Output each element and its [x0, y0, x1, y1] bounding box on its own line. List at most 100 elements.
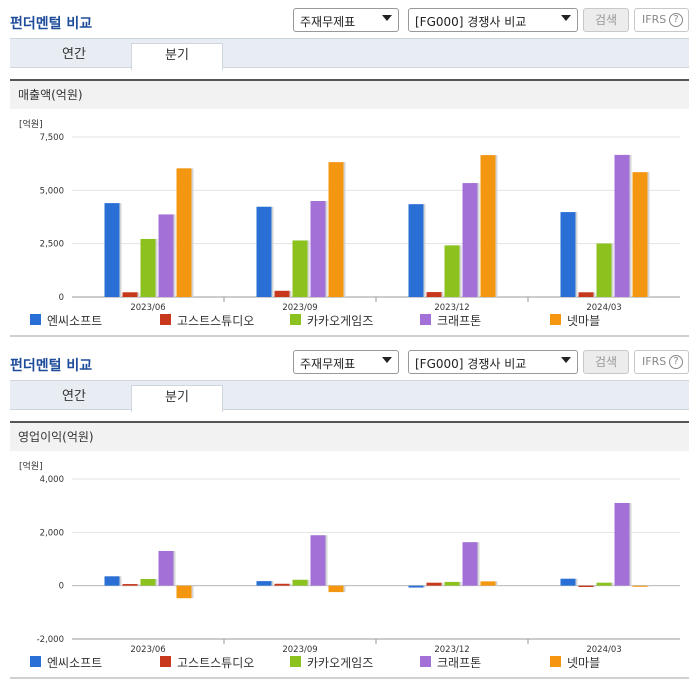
- x-tick-label: 2023/06: [130, 303, 165, 313]
- help-icon: ?: [669, 13, 683, 27]
- ifrs-button[interactable]: IFRS ?: [634, 8, 689, 32]
- legend-swatch: [160, 656, 171, 667]
- tab-annual[interactable]: 연간: [62, 389, 86, 404]
- y-tick-label: 5,000: [40, 186, 64, 196]
- bar-4-0: [176, 585, 192, 599]
- bar-3-0: [158, 551, 174, 586]
- chart-header: 영업이익(억원): [10, 421, 689, 451]
- bar-4-2: [480, 155, 496, 297]
- legend-label: 넷마블: [567, 314, 601, 328]
- bar-1-2: [426, 292, 442, 297]
- tab-annual[interactable]: 연간: [62, 47, 86, 62]
- bar-0-2: [408, 204, 424, 297]
- bar-0-0: [104, 576, 120, 586]
- chevron-down-icon: [382, 15, 392, 21]
- bar-4-3: [632, 172, 648, 297]
- bar-0-3: [560, 212, 576, 297]
- legend-swatch: [30, 656, 41, 667]
- bar-1-3: [578, 585, 594, 587]
- help-icon: ?: [669, 355, 683, 369]
- legend-swatch: [420, 314, 431, 325]
- legend-swatch: [550, 314, 561, 325]
- bar-4-3: [632, 585, 648, 587]
- search-button[interactable]: 검색: [583, 350, 629, 374]
- bar-2-1: [292, 240, 308, 297]
- period-tabs: 연간 분기: [10, 38, 689, 70]
- page-title: 펀더멘털 비교: [10, 358, 93, 374]
- y-tick-label: 7,500: [40, 133, 64, 143]
- legend-label: 크래프톤: [437, 656, 482, 670]
- tab-quarterly[interactable]: 분기: [131, 43, 223, 70]
- ifrs-label: IFRS: [642, 13, 667, 26]
- chevron-down-icon: [561, 15, 571, 21]
- y-tick-label: 2,000: [40, 528, 64, 538]
- y-tick-label: 4,000: [40, 475, 64, 485]
- bar-4-0: [176, 168, 192, 297]
- tab-quarterly[interactable]: 분기: [131, 385, 223, 412]
- period-tabs: 연간 분기: [10, 380, 689, 412]
- legend-label: 고스트스튜디오: [177, 656, 255, 670]
- legend-label: 카카오게임즈: [307, 656, 374, 670]
- bar-4-1: [328, 585, 344, 593]
- revenue-chart: 0 2,500 5,000 7,500 2023/06 2023/09 2023/12 202…: [40, 133, 680, 313]
- x-tick-label: 2024/03: [586, 645, 621, 655]
- legend-label: 엔씨소프트: [47, 656, 103, 670]
- legend-label: 넷마블: [567, 656, 601, 670]
- divider: [10, 335, 689, 337]
- compare-select[interactable]: [FG000] 경쟁사 비교: [408, 350, 578, 374]
- y-tick-label: 0: [59, 293, 64, 303]
- ifrs-button[interactable]: IFRS ?: [634, 350, 689, 374]
- unit-label: [억원]: [19, 120, 43, 130]
- ifrs-label: IFRS: [642, 355, 667, 368]
- bar-1-2: [426, 582, 442, 586]
- page-title: 펀더멘털 비교: [10, 16, 93, 32]
- bar-3-2: [462, 542, 478, 586]
- unit-label: [억원]: [19, 462, 43, 472]
- statement-select[interactable]: 주재무제표: [293, 350, 399, 374]
- bar-0-0: [104, 203, 120, 297]
- bar-1-1: [274, 290, 290, 297]
- panel-operating-profit: 펀더멘털 비교 주재무제표 [FG000] 경쟁사 비교 검색 IFRS ? 연…: [0, 342, 696, 684]
- statement-select[interactable]: 주재무제표: [293, 8, 399, 32]
- chevron-down-icon: [561, 357, 571, 363]
- y-tick-label: -2,000: [37, 635, 64, 645]
- x-tick-label: 2023/09: [282, 303, 317, 313]
- bar-2-2: [444, 581, 460, 586]
- legend-swatch: [30, 314, 41, 325]
- y-tick-label: 2,500: [40, 240, 64, 250]
- statement-select-value: 주재무제표: [300, 357, 356, 371]
- bar-0-2: [408, 585, 424, 588]
- operating-profit-chart: -2,000 0 2,000 4,000 2023/06 2023/09 2023/12 20…: [37, 475, 680, 655]
- x-tick-label: 2023/06: [130, 645, 165, 655]
- bar-2-0: [140, 238, 156, 297]
- legend-label: 엔씨소프트: [47, 314, 103, 328]
- bar-3-1: [310, 201, 326, 297]
- y-tick-label: 0: [59, 582, 64, 592]
- bar-3-2: [462, 183, 478, 297]
- bar-2-1: [292, 579, 308, 586]
- x-tick-label: 2023/12: [434, 303, 469, 313]
- compare-select-value: [FG000] 경쟁사 비교: [415, 357, 527, 371]
- bar-4-1: [328, 162, 344, 297]
- bar-1-0: [122, 292, 138, 297]
- bar-3-3: [614, 503, 630, 586]
- bar-0-1: [256, 581, 272, 586]
- bar-1-1: [274, 583, 290, 586]
- legend-swatch: [160, 314, 171, 325]
- search-button[interactable]: 검색: [583, 8, 629, 32]
- divider: [10, 677, 689, 679]
- bar-3-0: [158, 214, 174, 297]
- x-tick-label: 2023/09: [282, 645, 317, 655]
- bar-4-2: [480, 581, 496, 586]
- compare-select-value: [FG000] 경쟁사 비교: [415, 15, 527, 29]
- bar-2-3: [596, 582, 612, 586]
- legend-swatch: [290, 314, 301, 325]
- x-tick-label: 2023/12: [434, 645, 469, 655]
- bar-3-3: [614, 154, 630, 297]
- legend-label: 고스트스튜디오: [177, 314, 255, 328]
- bar-0-1: [256, 206, 272, 297]
- legend-swatch: [290, 656, 301, 667]
- legend-label: 크래프톤: [437, 314, 482, 328]
- legend-swatch: [550, 656, 561, 667]
- compare-select[interactable]: [FG000] 경쟁사 비교: [408, 8, 578, 32]
